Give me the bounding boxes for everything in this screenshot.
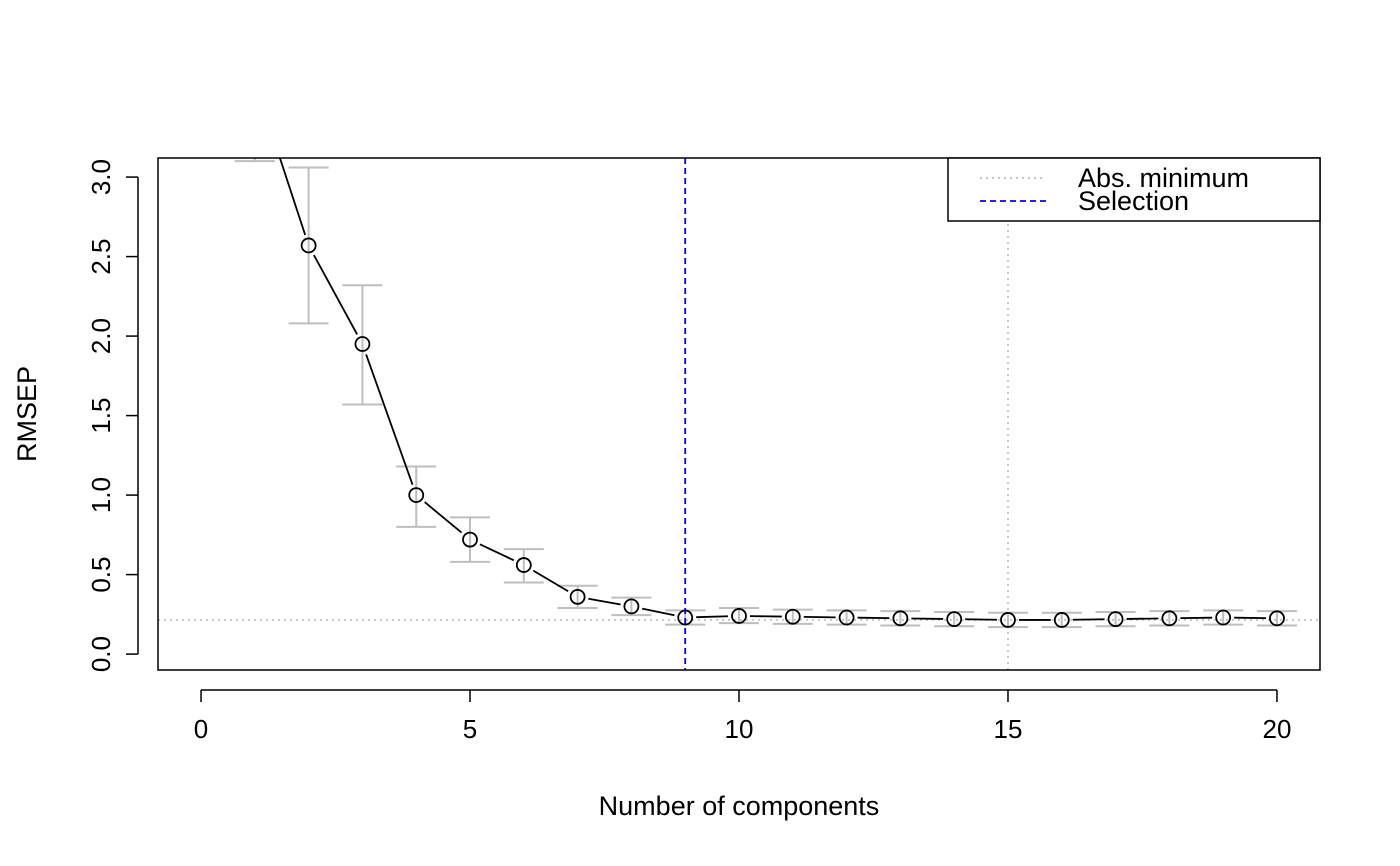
y-tick-label: 1.0 [86, 477, 116, 513]
error-bar [503, 548, 544, 584]
series-line-segment [588, 597, 621, 606]
series-line-segment [424, 501, 463, 534]
legend-label: Abs. minimum [1078, 163, 1249, 193]
y-axis-title: RMSEP [12, 366, 42, 462]
y-tick-label: 1.5 [86, 398, 116, 434]
series-line-segment [479, 543, 515, 562]
data-point [731, 608, 747, 624]
data-point [1107, 611, 1124, 628]
y-tick-label: 2.5 [86, 239, 116, 275]
data-point [1269, 610, 1285, 627]
data-point [248, 75, 262, 89]
data-point [946, 611, 963, 628]
y-tick-label: 2.0 [86, 318, 116, 354]
series-line-segment [365, 354, 414, 486]
data-point [408, 487, 425, 503]
data-point [623, 598, 640, 615]
data-point [300, 237, 317, 254]
data-point [515, 557, 532, 573]
x-tick-label: 0 [194, 714, 208, 744]
plot-frame [157, 157, 1321, 671]
error-bar [450, 516, 491, 563]
y-tick-label: 0.5 [86, 557, 116, 593]
error-bar [234, 158, 275, 163]
data-point [1161, 610, 1178, 627]
data-point [838, 609, 855, 626]
y-tick-label: 3.0 [86, 159, 116, 195]
data-point [1215, 609, 1232, 626]
x-tick-label: 20 [1263, 714, 1292, 744]
series-line-segment [313, 254, 358, 335]
data-point [784, 608, 801, 625]
y-tick-label: 0.0 [86, 636, 116, 672]
series-line-segment [532, 569, 569, 593]
error-bar [396, 465, 437, 528]
x-tick-label: 5 [463, 714, 477, 744]
x-tick-label: 15 [994, 714, 1023, 744]
error-bar [611, 596, 652, 617]
x-axis-title: Number of components [599, 791, 880, 821]
data-point [354, 336, 371, 352]
error-bar [288, 166, 329, 325]
data-point [892, 610, 909, 627]
legend-label: Selection [1078, 186, 1189, 216]
data-point [569, 588, 586, 605]
data-point [1053, 612, 1070, 628]
series-line-segment [641, 607, 675, 617]
series-line-segment [278, 158, 307, 236]
error-bar [342, 284, 383, 406]
data-point [1000, 612, 1016, 628]
series-line-segment [696, 615, 729, 619]
x-tick-label: 10 [725, 714, 754, 744]
legend-box [947, 157, 1321, 222]
data-point [462, 531, 478, 548]
